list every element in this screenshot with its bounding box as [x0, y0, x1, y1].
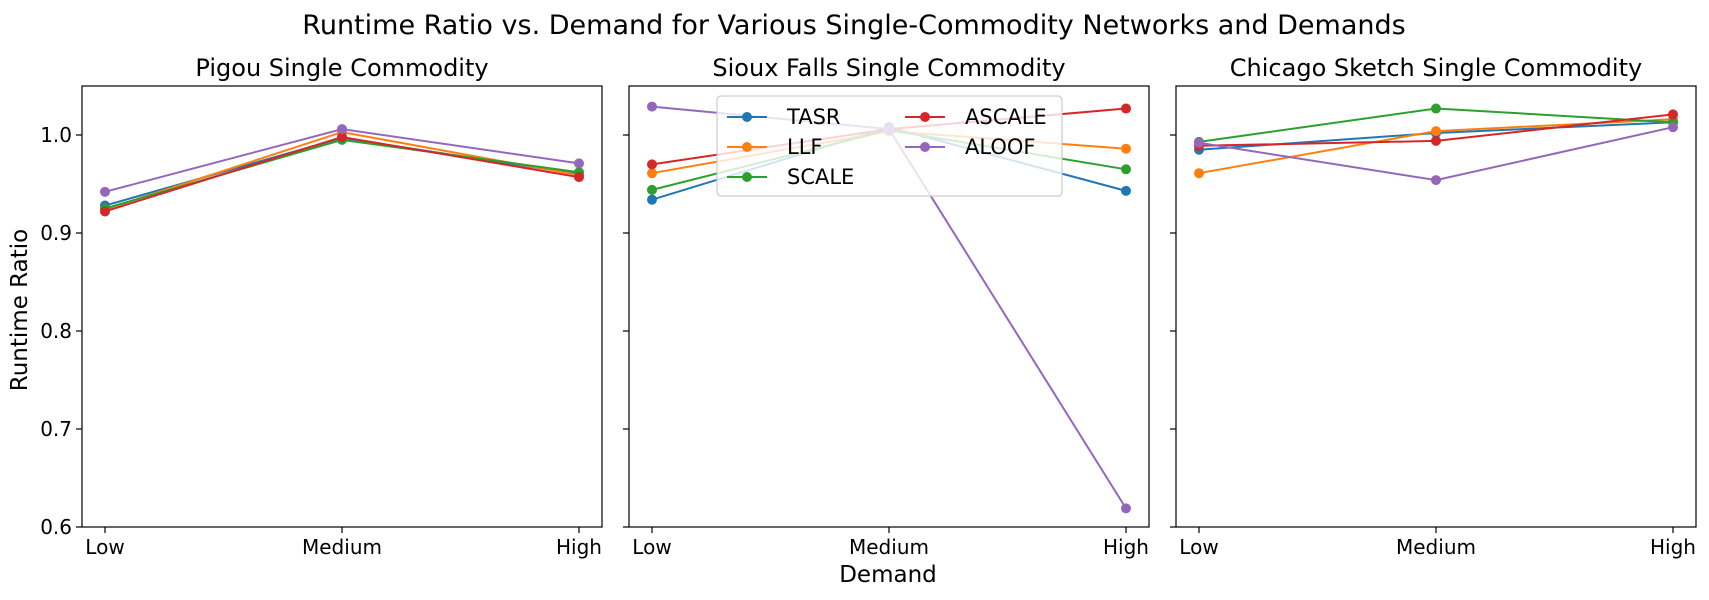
legend-item-ascale: ASCALE	[905, 105, 1047, 129]
panel-3: Chicago Sketch Single Commodity Low Medium…	[1170, 54, 1697, 559]
panel-title: Sioux Falls Single Commodity	[712, 54, 1065, 82]
panel-title: Chicago Sketch Single Commodity	[1230, 54, 1642, 82]
x-tick-label: High	[556, 535, 602, 559]
data-point-ascale	[1668, 109, 1678, 120]
data-point-aloof	[1121, 503, 1131, 514]
data-point-llf	[1431, 126, 1441, 137]
legend: TASR LLF SCALE ASCALE ALOOF	[716, 95, 1063, 197]
panel-title: Pigou Single Commodity	[195, 54, 488, 82]
data-point-ascale	[1431, 135, 1441, 146]
data-point-ascale	[100, 206, 110, 217]
data-point-aloof	[1668, 122, 1678, 133]
data-point-aloof	[100, 186, 110, 197]
data-point-llf	[1121, 143, 1131, 154]
data-point-scale	[1121, 164, 1131, 175]
axes-frame	[81, 85, 603, 528]
x-tick-label: Medium	[302, 535, 382, 559]
legend-label: ASCALE	[965, 105, 1047, 129]
data-point-ascale	[574, 172, 584, 183]
data-point-llf	[647, 168, 657, 179]
y-tick-label: 0.8	[40, 319, 72, 343]
data-point-aloof	[337, 124, 347, 135]
legend-marker	[742, 112, 752, 122]
x-tick-label: Low	[85, 535, 124, 559]
x-axis-label: Demand	[839, 562, 937, 588]
legend-marker	[742, 172, 752, 182]
data-point-llf	[1194, 168, 1204, 179]
series-line-ascale	[104, 135, 580, 213]
data-point-aloof	[1431, 175, 1441, 186]
data-point-scale	[1431, 103, 1441, 114]
legend-marker	[920, 142, 930, 152]
x-tick-label: High	[1103, 535, 1149, 559]
data-point-aloof	[574, 158, 584, 169]
x-tick-label: Low	[632, 535, 671, 559]
data-point-aloof	[1194, 137, 1204, 148]
panel-2: Sioux Falls Single Commodity Low Medium Hig…	[623, 54, 1150, 559]
data-point-ascale	[337, 131, 347, 142]
data-point-ascale	[1121, 103, 1131, 114]
y-axis-label: Runtime Ratio	[7, 229, 33, 391]
x-tick-label: High	[1650, 535, 1696, 559]
legend-label: TASR	[786, 105, 840, 129]
data-point-tasr	[647, 194, 657, 205]
data-point-tasr	[1121, 185, 1131, 196]
y-tick-label: 1.0	[40, 123, 72, 147]
y-tick-label: 0.9	[40, 221, 72, 245]
legend-item-tasr: TASR	[727, 105, 840, 129]
legend-label: LLF	[787, 135, 822, 159]
panel-1: Pigou Single Commodity 0.6 0.7 0.8 0.9 1.0 Low…	[40, 54, 603, 559]
data-point-ascale	[647, 159, 657, 170]
legend-marker	[920, 112, 930, 122]
x-tick-label: Medium	[1396, 535, 1476, 559]
y-tick-label: 0.7	[40, 417, 72, 441]
y-tick-label: 0.6	[40, 515, 72, 539]
legend-box	[716, 95, 1063, 197]
x-tick-label: Medium	[849, 535, 929, 559]
legend-item-llf: LLF	[727, 135, 822, 159]
data-point-aloof	[647, 101, 657, 112]
series-line-tasr	[104, 136, 580, 207]
x-tick-label: Low	[1179, 535, 1218, 559]
legend-marker	[742, 142, 752, 152]
figure-title: Runtime Ratio vs. Demand for Various Sin…	[302, 10, 1405, 41]
data-point-scale	[647, 184, 657, 195]
series-line-scale	[104, 138, 580, 210]
legend-item-scale: SCALE	[727, 165, 854, 189]
legend-label: ALOOF	[965, 135, 1035, 159]
legend-item-aloof: ALOOF	[905, 135, 1035, 159]
legend-label: SCALE	[787, 165, 854, 189]
